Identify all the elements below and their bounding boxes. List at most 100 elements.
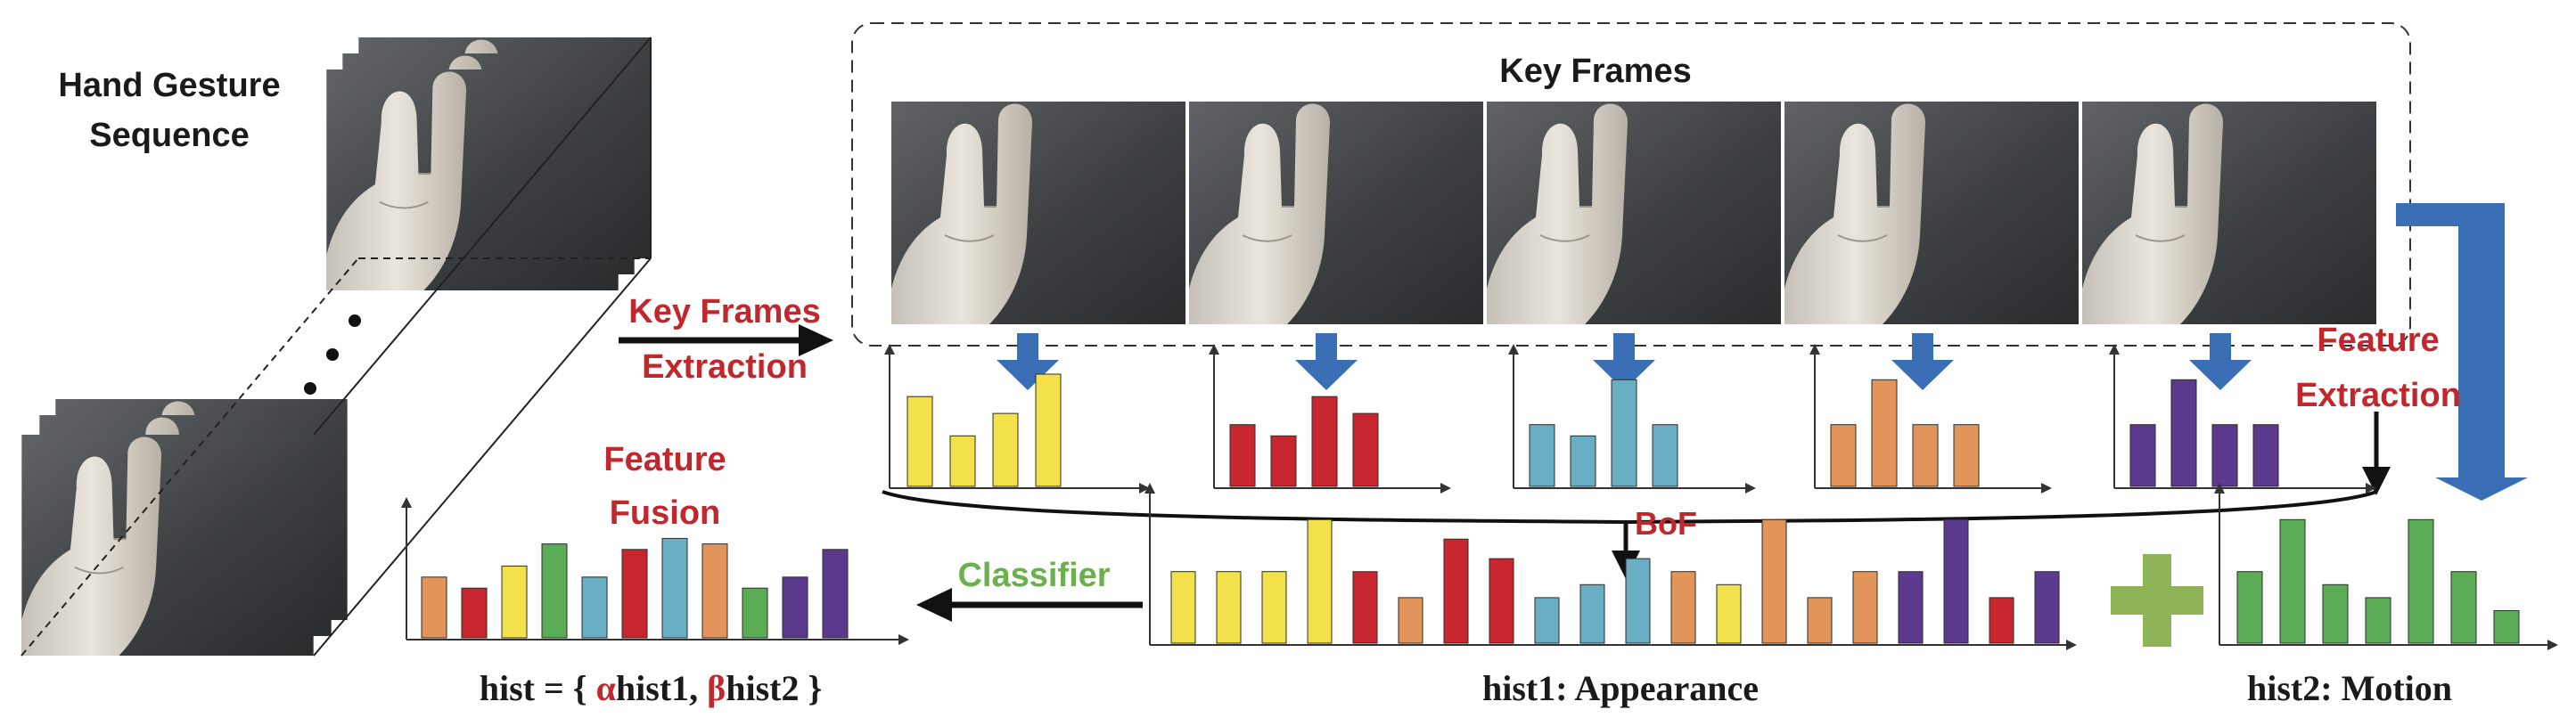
- fused-hist: [401, 497, 909, 645]
- hist1-appearance: [1144, 483, 2077, 650]
- y-axis-arrowhead: [401, 497, 412, 508]
- fused-hist-bar-6: [621, 549, 648, 639]
- hist1-appearance-bar-5: [1352, 571, 1378, 644]
- blue-down-arrow-4: [1891, 333, 1954, 390]
- blue-down-arrow-3: [1593, 333, 1655, 390]
- blue-arrows: [997, 203, 2528, 501]
- key-frame-4: [1783, 102, 2080, 324]
- keyframe-hist-2: [1209, 344, 1451, 494]
- hist1-appearance-bar-14: [1761, 518, 1787, 644]
- bof-label: BoF: [1635, 505, 1697, 542]
- fusion-formula: hist = { αhist1, βhist2 }: [480, 668, 822, 708]
- fused-hist-bar-5: [581, 576, 608, 639]
- hist1-appearance-bar-8: [1489, 558, 1514, 644]
- fused-hist-bar-4: [541, 543, 568, 639]
- plus-sign: [2111, 554, 2203, 647]
- hist2-caption: hist2: Motion: [2247, 668, 2452, 708]
- keyframe-hist-4: [1809, 344, 2052, 494]
- keyframe-hist-3-bar-2: [1570, 435, 1596, 487]
- hist1-appearance-bar-9: [1534, 597, 1560, 644]
- fused-hist-bar-9: [742, 587, 768, 639]
- x-axis-arrowhead: [2547, 640, 2558, 650]
- y-axis-arrowhead: [2214, 483, 2225, 494]
- hist1-appearance-bar-17: [1898, 571, 1924, 644]
- keyframe-hist-5-bar-2: [2170, 379, 2197, 487]
- kf-extraction-label-line1: Key Frames: [628, 293, 820, 330]
- key-frames-title: Key Frames: [1499, 53, 1691, 90]
- keyframe-hist-2-bar-2: [1270, 435, 1297, 487]
- x-axis-arrowhead: [1440, 483, 1451, 494]
- y-axis-arrowhead: [1508, 344, 1519, 355]
- y-axis-arrowhead: [1144, 483, 1155, 494]
- keyframe-hist-1-bar-4: [1035, 373, 1062, 487]
- hist1-appearance-bar-19: [1989, 597, 2014, 644]
- hist2-motion-bar-5: [2408, 518, 2434, 644]
- hist1-caption: hist1: Appearance: [1482, 668, 1759, 708]
- keyframe-hist-3: [1508, 344, 1756, 494]
- keyframe-hist-1-bar-3: [992, 412, 1019, 487]
- feature-fusion-label-line2: Fusion: [610, 494, 721, 532]
- keyframe-hist-4-bar-3: [1912, 424, 1939, 487]
- y-axis-arrowhead: [884, 344, 895, 355]
- blue-down-arrow-5: [2189, 333, 2252, 390]
- feature-extraction-arrow: [2362, 412, 2391, 495]
- feature-extraction-label-line1: Feature: [2317, 322, 2439, 359]
- hist2-motion-bar-6: [2450, 571, 2477, 644]
- fused-hist-bar-3: [501, 565, 528, 639]
- x-axis-arrowhead: [2041, 483, 2052, 494]
- sequence-label-line1: Hand Gesture: [58, 67, 280, 104]
- fused-hist-bar-8: [701, 543, 728, 639]
- hist1-appearance-bar-13: [1716, 583, 1742, 644]
- x-axis-arrowhead: [2066, 640, 2077, 650]
- formula-alpha: α: [596, 668, 616, 708]
- kf-extraction-arrow: [619, 324, 833, 356]
- hist1-appearance-bar-4: [1307, 518, 1333, 644]
- blue-down-arrow-1: [997, 333, 1059, 390]
- hist1-appearance-bar-1: [1170, 571, 1196, 644]
- sequence-cube-edges: [21, 37, 652, 657]
- keyframe-hist-2-bar-1: [1229, 424, 1256, 487]
- fused-hist-bar-2: [461, 587, 488, 639]
- histograms: [401, 344, 2558, 650]
- hist2-motion-bar-3: [2322, 583, 2349, 644]
- classifier-label: Classifier: [957, 557, 1110, 594]
- formula-mid: hist1,: [616, 668, 707, 708]
- hist1-appearance-bar-15: [1807, 597, 1833, 644]
- keyframe-hist-5-bar-4: [2252, 424, 2279, 487]
- y-axis-arrowhead: [1209, 344, 1219, 355]
- feature-fusion-label-line1: Feature: [603, 441, 726, 478]
- fused-hist-bar-7: [661, 537, 688, 639]
- blue-down-arrow-2: [1295, 333, 1358, 390]
- gesture-sequence-stack: Hand Gesture Sequence: [21, 37, 652, 657]
- formula-beta: β: [707, 668, 726, 708]
- y-axis-arrowhead: [1809, 344, 1820, 355]
- key-frame-3: [1485, 102, 1783, 324]
- hist1-appearance-bar-7: [1443, 538, 1469, 644]
- hist1-appearance-bar-11: [1625, 558, 1651, 644]
- keyframe-hist-5-bar-1: [2129, 424, 2156, 487]
- keyframe-hist-4-bar-2: [1871, 379, 1898, 487]
- sequence-label-line2: Sequence: [89, 117, 250, 154]
- hist1-appearance-bar-20: [2034, 571, 2060, 644]
- x-axis-arrowhead: [898, 634, 909, 645]
- classifier-arrow: [916, 588, 1143, 622]
- keyframe-hist-5-bar-3: [2211, 424, 2238, 487]
- keyframe-hist-3-bar-4: [1652, 424, 1678, 487]
- hist2-motion-bar-1: [2236, 571, 2263, 644]
- y-axis-arrowhead: [2109, 344, 2120, 355]
- keyframe-hist-3-bar-3: [1611, 379, 1637, 487]
- formula-close: hist2 }: [726, 668, 822, 708]
- hist1-appearance-bar-10: [1579, 583, 1605, 644]
- keyframe-hist-1: [884, 344, 1150, 494]
- hist2-motion-bar-2: [2279, 518, 2306, 644]
- x-axis-arrowhead: [2366, 483, 2376, 494]
- hist1-appearance-bar-16: [1852, 571, 1878, 644]
- hist2-motion-bar-4: [2365, 597, 2391, 644]
- hist1-appearance-bar-6: [1398, 597, 1423, 644]
- x-axis-arrowhead: [1745, 483, 1756, 494]
- keyframe-hist-4-bar-1: [1830, 424, 1857, 487]
- keyframe-hist-1-bar-2: [949, 435, 976, 487]
- feature-extraction-label-line2: Extraction: [2295, 377, 2461, 414]
- key-frames-dashed-box: [851, 22, 2411, 347]
